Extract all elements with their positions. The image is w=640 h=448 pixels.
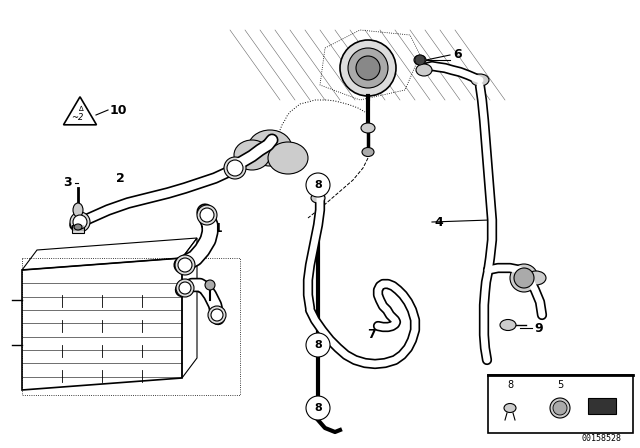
Text: 4: 4: [434, 215, 443, 228]
Circle shape: [197, 205, 217, 225]
Circle shape: [306, 396, 330, 420]
Ellipse shape: [500, 319, 516, 331]
Ellipse shape: [526, 271, 546, 285]
Text: 7: 7: [367, 328, 376, 341]
Text: 00158528: 00158528: [582, 434, 622, 443]
Ellipse shape: [73, 203, 83, 217]
Text: 10: 10: [110, 103, 127, 116]
Circle shape: [224, 157, 246, 179]
Circle shape: [510, 264, 538, 292]
Circle shape: [514, 268, 534, 288]
Bar: [72, 225, 84, 233]
Text: 5: 5: [536, 271, 545, 284]
Text: 8: 8: [314, 180, 322, 190]
Circle shape: [175, 255, 195, 275]
Text: 8: 8: [507, 380, 513, 390]
Ellipse shape: [361, 123, 375, 133]
Ellipse shape: [311, 193, 325, 203]
Ellipse shape: [414, 55, 426, 65]
Circle shape: [306, 333, 330, 357]
Ellipse shape: [74, 224, 82, 230]
Ellipse shape: [471, 74, 489, 86]
Text: ~2: ~2: [71, 113, 83, 122]
Circle shape: [176, 279, 194, 297]
Circle shape: [205, 280, 215, 290]
Text: ∆: ∆: [77, 106, 83, 112]
Circle shape: [208, 306, 226, 324]
Circle shape: [73, 215, 87, 229]
Text: 6: 6: [453, 48, 461, 61]
Circle shape: [306, 173, 330, 197]
Circle shape: [179, 282, 191, 294]
Circle shape: [348, 48, 388, 88]
Text: 2: 2: [116, 172, 124, 185]
Ellipse shape: [234, 140, 270, 170]
Circle shape: [200, 208, 214, 222]
Circle shape: [340, 40, 396, 96]
Circle shape: [550, 398, 570, 418]
Circle shape: [553, 401, 567, 415]
Text: 3: 3: [64, 177, 72, 190]
Text: 9: 9: [534, 322, 543, 335]
Text: 1: 1: [214, 221, 223, 234]
Ellipse shape: [416, 64, 432, 76]
Ellipse shape: [248, 130, 292, 166]
Circle shape: [70, 212, 90, 232]
Text: 8: 8: [314, 340, 322, 350]
Bar: [588, 398, 616, 414]
Ellipse shape: [504, 404, 516, 413]
Circle shape: [356, 56, 380, 80]
Circle shape: [178, 258, 192, 272]
Text: 5: 5: [557, 380, 563, 390]
Bar: [488, 375, 633, 433]
Ellipse shape: [268, 142, 308, 174]
Circle shape: [227, 160, 243, 176]
Text: 8: 8: [314, 403, 322, 413]
Ellipse shape: [362, 147, 374, 156]
Circle shape: [211, 309, 223, 321]
Circle shape: [415, 55, 425, 65]
